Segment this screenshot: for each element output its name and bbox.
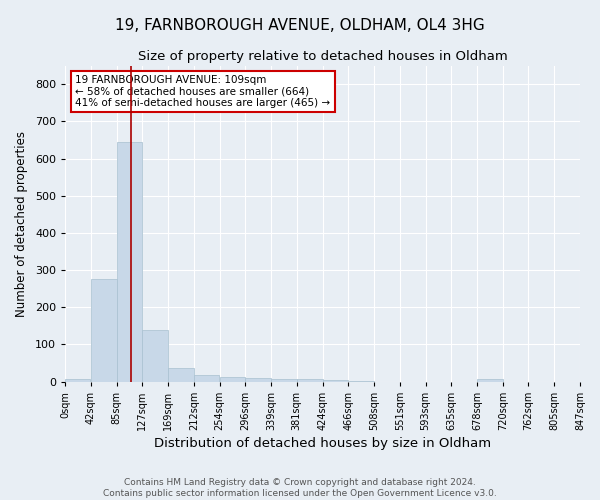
Bar <box>245 378 271 382</box>
X-axis label: Distribution of detached houses by size in Oldham: Distribution of detached houses by size … <box>154 437 491 450</box>
Bar <box>117 142 142 382</box>
Y-axis label: Number of detached properties: Number of detached properties <box>15 130 28 316</box>
Bar <box>194 375 220 382</box>
Text: 19 FARNBOROUGH AVENUE: 109sqm
← 58% of detached houses are smaller (664)
41% of : 19 FARNBOROUGH AVENUE: 109sqm ← 58% of d… <box>76 75 331 108</box>
Bar <box>65 378 91 382</box>
Bar <box>478 379 503 382</box>
Bar <box>91 280 116 382</box>
Bar <box>220 377 245 382</box>
Bar <box>323 380 348 382</box>
Bar <box>271 378 296 382</box>
Text: Contains HM Land Registry data © Crown copyright and database right 2024.
Contai: Contains HM Land Registry data © Crown c… <box>103 478 497 498</box>
Text: 19, FARNBOROUGH AVENUE, OLDHAM, OL4 3HG: 19, FARNBOROUGH AVENUE, OLDHAM, OL4 3HG <box>115 18 485 32</box>
Bar <box>168 368 194 382</box>
Title: Size of property relative to detached houses in Oldham: Size of property relative to detached ho… <box>137 50 508 63</box>
Bar <box>142 330 167 382</box>
Bar <box>349 380 374 382</box>
Bar <box>297 378 323 382</box>
